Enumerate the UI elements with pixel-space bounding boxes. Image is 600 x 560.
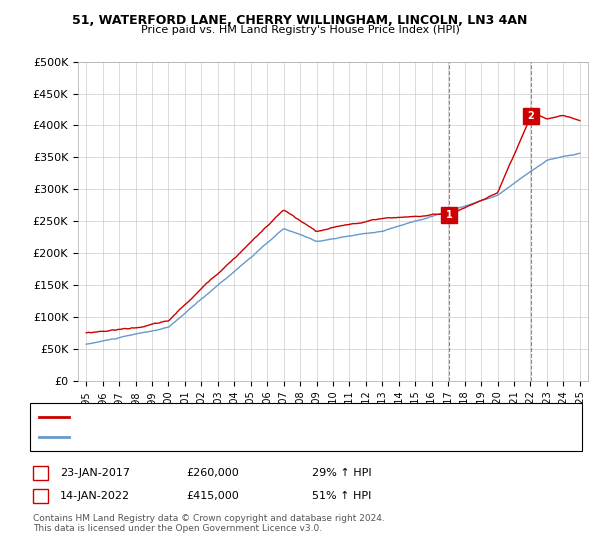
Text: 2: 2 (37, 491, 44, 501)
Text: 1: 1 (37, 468, 44, 478)
Text: 1: 1 (446, 210, 452, 220)
Text: 51, WATERFORD LANE, CHERRY WILLINGHAM, LINCOLN, LN3 4AN (detached house): 51, WATERFORD LANE, CHERRY WILLINGHAM, L… (75, 412, 508, 422)
Text: 29% ↑ HPI: 29% ↑ HPI (312, 468, 371, 478)
Text: 51, WATERFORD LANE, CHERRY WILLINGHAM, LINCOLN, LN3 4AN: 51, WATERFORD LANE, CHERRY WILLINGHAM, L… (73, 14, 527, 27)
Text: £260,000: £260,000 (186, 468, 239, 478)
Text: 23-JAN-2017: 23-JAN-2017 (60, 468, 130, 478)
Text: 14-JAN-2022: 14-JAN-2022 (60, 491, 130, 501)
Text: Price paid vs. HM Land Registry's House Price Index (HPI): Price paid vs. HM Land Registry's House … (140, 25, 460, 35)
Text: Contains HM Land Registry data © Crown copyright and database right 2024.
This d: Contains HM Land Registry data © Crown c… (33, 514, 385, 533)
Text: 51% ↑ HPI: 51% ↑ HPI (312, 491, 371, 501)
Text: 2: 2 (528, 111, 535, 121)
Text: HPI: Average price, detached house, West Lindsey: HPI: Average price, detached house, West… (75, 432, 337, 442)
Text: £415,000: £415,000 (186, 491, 239, 501)
